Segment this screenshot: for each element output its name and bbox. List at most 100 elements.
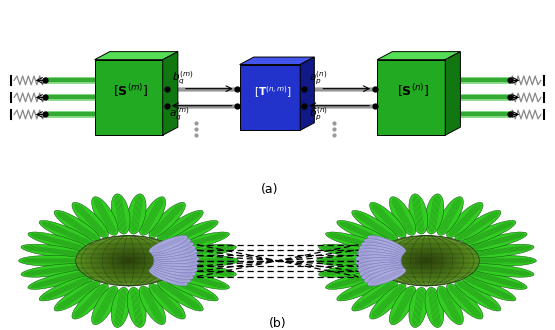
- Polygon shape: [445, 51, 461, 135]
- Ellipse shape: [392, 244, 461, 277]
- Ellipse shape: [389, 197, 416, 235]
- Ellipse shape: [154, 260, 199, 270]
- Ellipse shape: [419, 257, 433, 264]
- Ellipse shape: [149, 236, 188, 253]
- Ellipse shape: [99, 247, 159, 275]
- Ellipse shape: [75, 235, 181, 286]
- Ellipse shape: [157, 280, 203, 311]
- Ellipse shape: [171, 264, 236, 277]
- Ellipse shape: [374, 235, 480, 286]
- Ellipse shape: [153, 245, 196, 257]
- Ellipse shape: [378, 238, 475, 284]
- Ellipse shape: [337, 220, 391, 246]
- Ellipse shape: [39, 220, 94, 246]
- Ellipse shape: [152, 242, 194, 256]
- Ellipse shape: [54, 210, 100, 241]
- Ellipse shape: [126, 259, 132, 262]
- Ellipse shape: [149, 269, 188, 286]
- Ellipse shape: [153, 262, 198, 273]
- Ellipse shape: [164, 276, 218, 301]
- Text: (b): (b): [269, 317, 286, 330]
- Ellipse shape: [154, 252, 199, 261]
- Ellipse shape: [154, 255, 199, 264]
- Ellipse shape: [111, 194, 130, 234]
- Ellipse shape: [122, 257, 136, 264]
- Ellipse shape: [447, 284, 483, 319]
- Ellipse shape: [461, 276, 516, 301]
- Polygon shape: [240, 57, 314, 65]
- Ellipse shape: [437, 197, 463, 235]
- Text: (a): (a): [261, 183, 279, 196]
- Ellipse shape: [425, 287, 444, 327]
- Ellipse shape: [89, 242, 168, 280]
- Ellipse shape: [387, 242, 466, 280]
- Ellipse shape: [359, 245, 402, 257]
- Ellipse shape: [319, 244, 384, 258]
- Ellipse shape: [370, 202, 406, 238]
- Ellipse shape: [410, 253, 443, 269]
- Ellipse shape: [72, 284, 108, 319]
- Ellipse shape: [117, 255, 140, 266]
- Ellipse shape: [423, 259, 429, 262]
- Ellipse shape: [367, 269, 406, 286]
- Text: $a_q^{(m)}$: $a_q^{(m)}$: [169, 106, 190, 123]
- Ellipse shape: [154, 258, 199, 267]
- Ellipse shape: [415, 255, 438, 266]
- Ellipse shape: [401, 248, 452, 273]
- Ellipse shape: [153, 248, 198, 259]
- Text: $[\mathbf{T}^{(n,m)}]$: $[\mathbf{T}^{(n,m)}]$: [254, 85, 291, 100]
- Ellipse shape: [409, 287, 428, 327]
- Ellipse shape: [319, 264, 384, 277]
- Ellipse shape: [171, 244, 236, 258]
- Ellipse shape: [361, 266, 403, 280]
- Ellipse shape: [92, 197, 118, 235]
- Ellipse shape: [139, 286, 166, 325]
- Ellipse shape: [92, 286, 118, 325]
- Ellipse shape: [469, 244, 534, 258]
- Ellipse shape: [112, 253, 145, 269]
- Ellipse shape: [149, 284, 185, 319]
- Polygon shape: [240, 65, 300, 130]
- Ellipse shape: [39, 276, 94, 301]
- Polygon shape: [94, 60, 163, 135]
- Ellipse shape: [409, 194, 428, 234]
- Ellipse shape: [357, 262, 402, 273]
- Ellipse shape: [405, 251, 447, 271]
- Ellipse shape: [337, 276, 391, 301]
- Ellipse shape: [352, 210, 398, 241]
- Ellipse shape: [326, 270, 386, 289]
- Ellipse shape: [152, 266, 194, 280]
- Ellipse shape: [364, 239, 405, 254]
- Ellipse shape: [108, 251, 150, 271]
- Ellipse shape: [127, 287, 146, 327]
- Ellipse shape: [356, 252, 401, 261]
- Ellipse shape: [149, 202, 185, 238]
- Ellipse shape: [382, 240, 470, 281]
- Ellipse shape: [150, 239, 191, 254]
- Ellipse shape: [21, 244, 86, 258]
- Ellipse shape: [127, 194, 146, 234]
- Ellipse shape: [72, 202, 108, 238]
- Ellipse shape: [425, 194, 444, 234]
- Text: $b_p^{(n)}$: $b_p^{(n)}$: [309, 106, 328, 123]
- Text: $[\mathbf{S}^{(n)}]$: $[\mathbf{S}^{(n)}]$: [397, 82, 430, 99]
- Ellipse shape: [153, 264, 196, 276]
- Ellipse shape: [359, 264, 402, 276]
- Ellipse shape: [28, 270, 89, 289]
- Ellipse shape: [94, 244, 163, 277]
- Ellipse shape: [466, 270, 527, 289]
- Ellipse shape: [455, 280, 501, 311]
- Ellipse shape: [455, 210, 501, 241]
- Ellipse shape: [396, 247, 456, 275]
- Ellipse shape: [469, 264, 534, 277]
- Polygon shape: [94, 51, 178, 60]
- Ellipse shape: [54, 280, 100, 311]
- Ellipse shape: [466, 232, 527, 251]
- Polygon shape: [377, 51, 461, 60]
- Ellipse shape: [389, 286, 416, 325]
- Ellipse shape: [21, 264, 86, 277]
- Ellipse shape: [364, 267, 405, 283]
- Ellipse shape: [447, 202, 483, 238]
- Ellipse shape: [356, 260, 401, 270]
- Ellipse shape: [169, 232, 229, 251]
